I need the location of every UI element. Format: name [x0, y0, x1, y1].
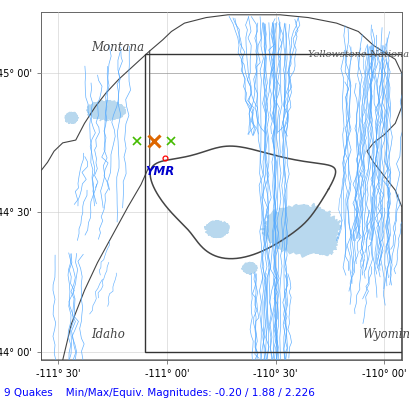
Polygon shape [41, 15, 401, 360]
Polygon shape [150, 146, 335, 259]
Polygon shape [86, 100, 125, 121]
Text: 9 Quakes    Min/Max/Equiv. Magnitudes: -0.20 / 1.88 / 2.226: 9 Quakes Min/Max/Equiv. Magnitudes: -0.2… [4, 388, 314, 398]
Text: Idaho: Idaho [91, 328, 125, 341]
Polygon shape [204, 221, 229, 238]
Bar [145, 54, 401, 352]
Text: YMR: YMR [145, 165, 174, 178]
Polygon shape [65, 112, 79, 124]
Polygon shape [260, 203, 340, 257]
Text: Montana: Montana [91, 41, 144, 54]
Polygon shape [308, 230, 337, 256]
Text: Yellowstone National Park: Yellowstone National Park [308, 50, 409, 58]
Polygon shape [241, 262, 256, 274]
Text: Wyoming: Wyoming [362, 328, 409, 341]
